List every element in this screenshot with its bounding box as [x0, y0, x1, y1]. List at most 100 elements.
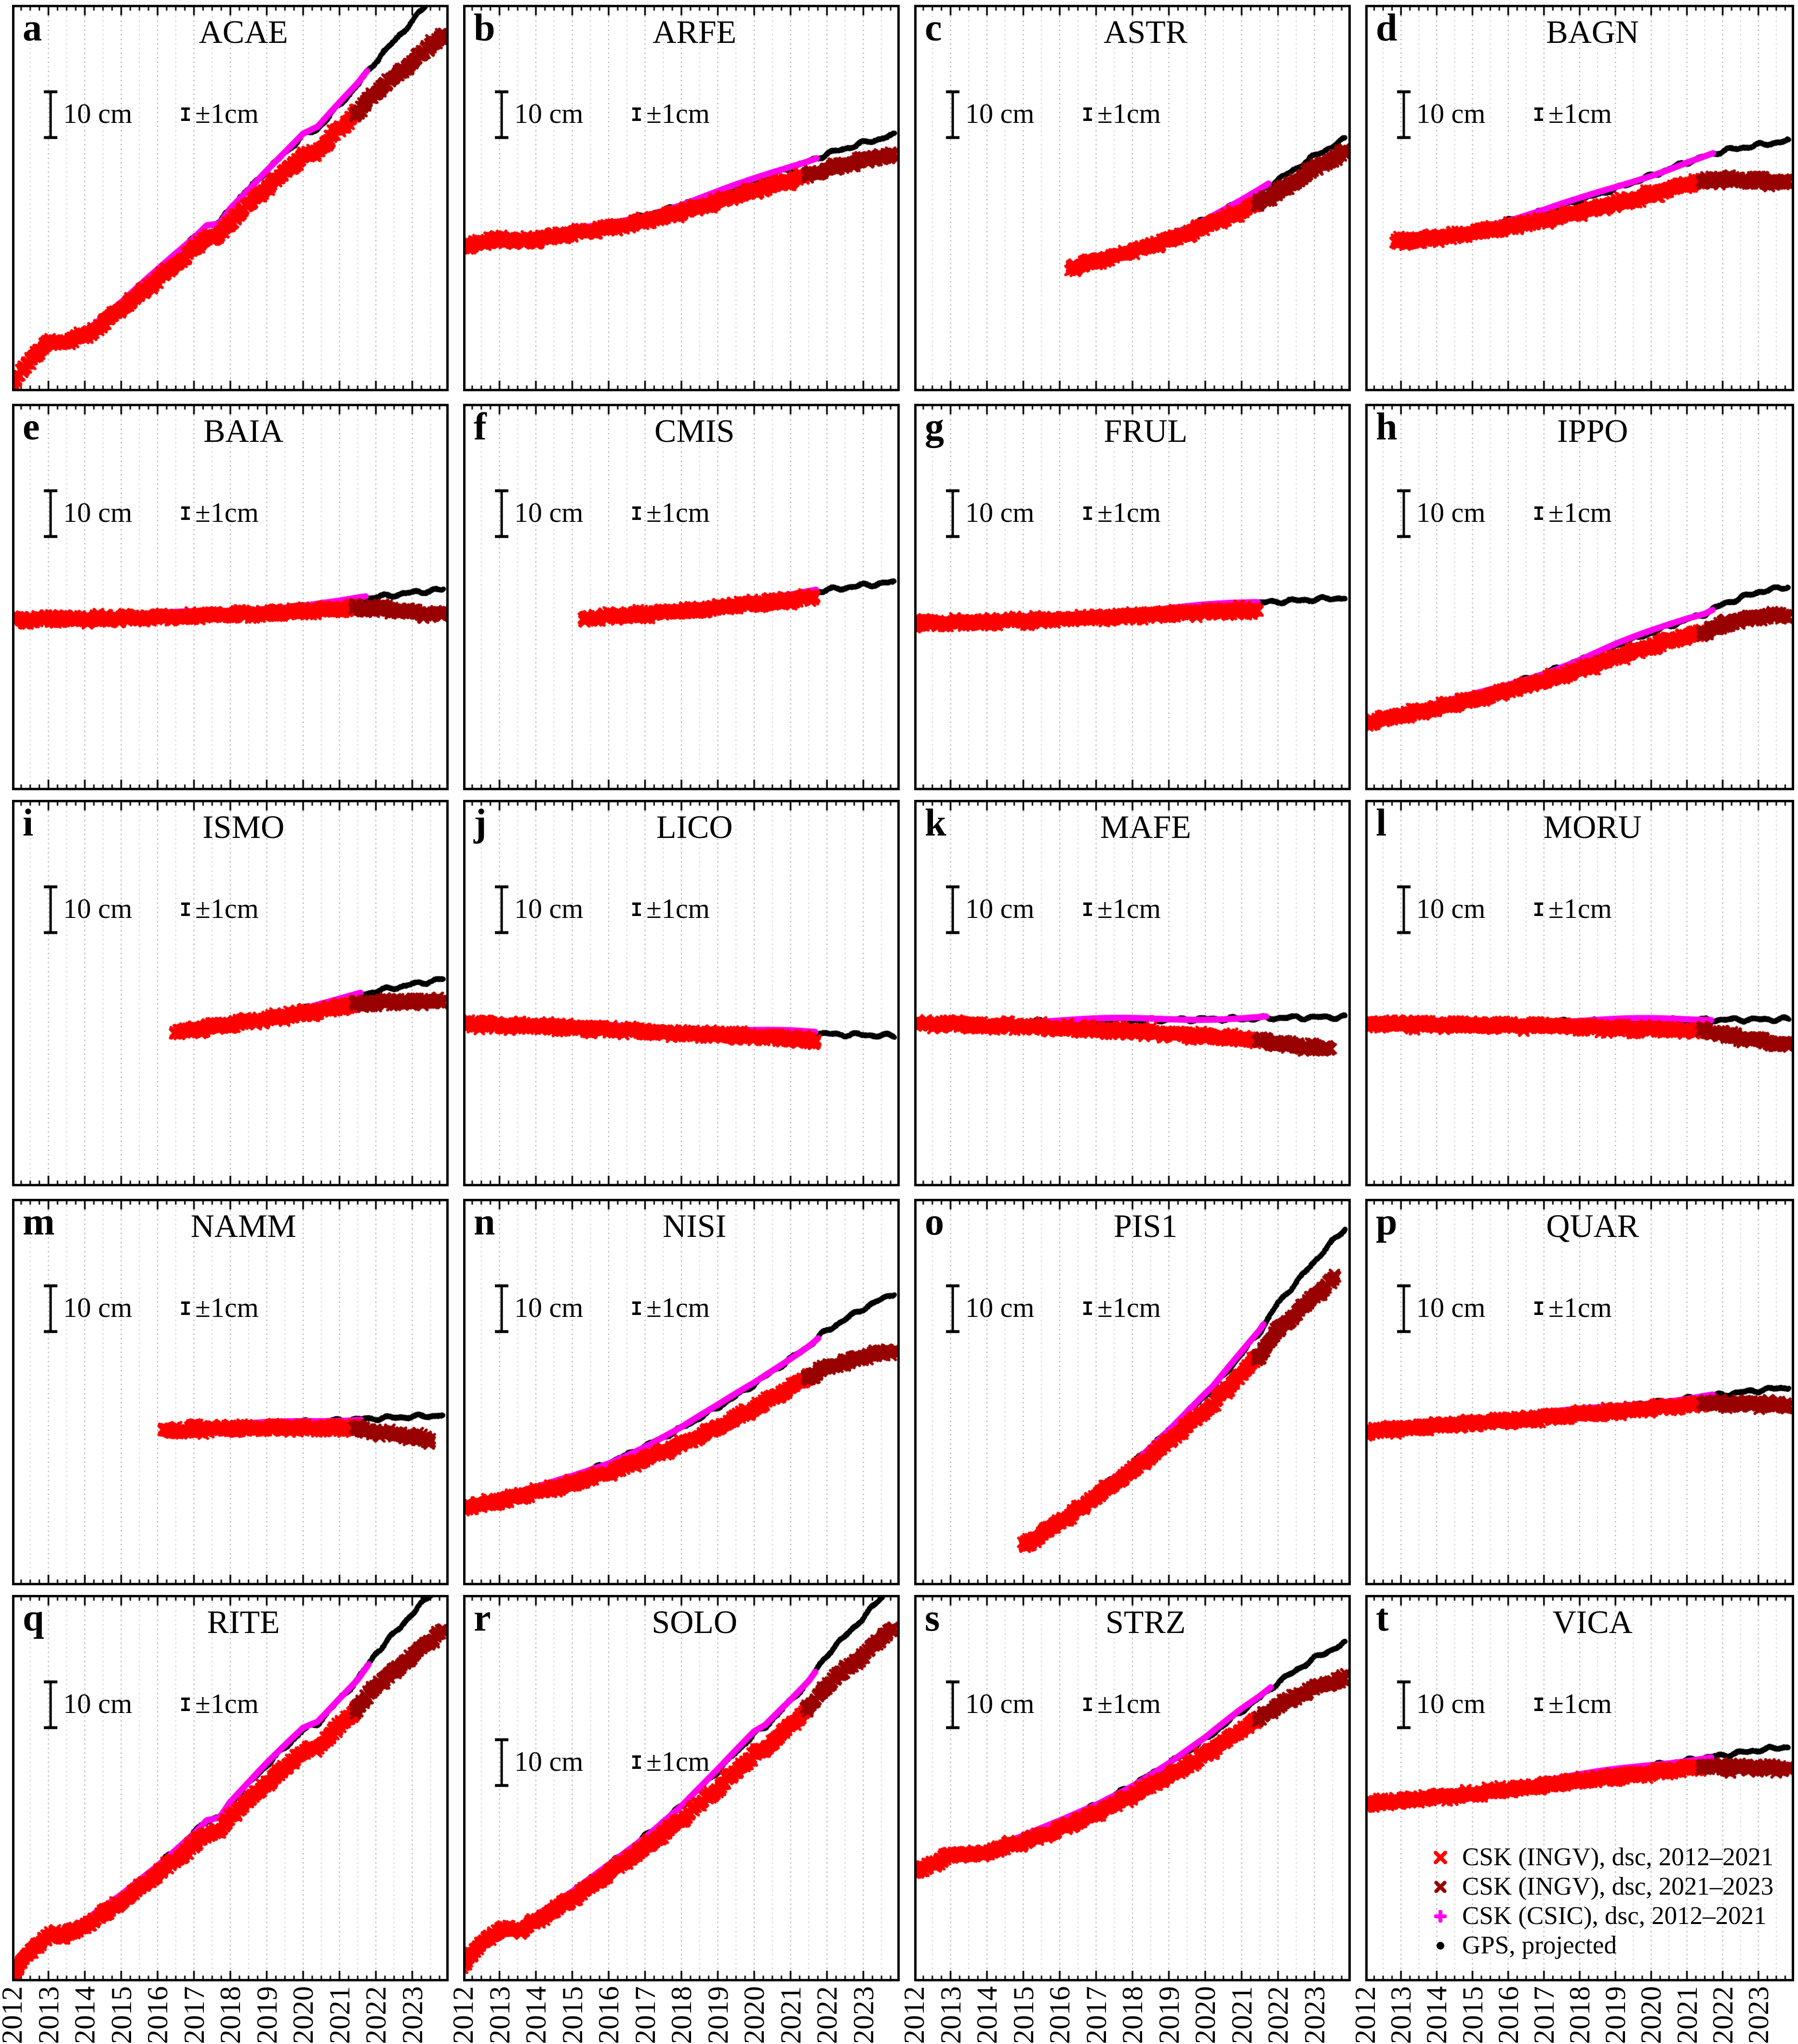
error-bar-label: ±1cm [646, 98, 710, 129]
panel-VICA: t VICA 10 cm ±1cm [1365, 1595, 1794, 1981]
panel-letter: r [474, 1597, 491, 1639]
panel-letter: a [23, 7, 42, 49]
axis-year-label: 2012 [447, 1986, 479, 2044]
axis-year-label: 2019 [702, 1986, 734, 2044]
axis-year-label: 2014 [971, 1986, 1003, 2044]
axis-year-label: 2023 [1298, 1986, 1331, 2044]
panel-BAIA: e BAIA 10 cm ±1cm [12, 404, 449, 790]
axis-year-label: 2022 [360, 1986, 392, 2044]
panel-RITE: q RITE 10 cm ±1cm [12, 1595, 449, 1981]
axis-year-label: 2018 [1564, 1986, 1596, 2044]
gps-marker-icon [1429, 1941, 1452, 1951]
scale-bar-icon [946, 1680, 959, 1729]
csk-csic-marker-icon [1429, 1910, 1452, 1923]
error-bar-label: ±1cm [646, 1746, 710, 1777]
panel-letter: p [1376, 1201, 1398, 1243]
error-bar-icon [632, 1301, 641, 1315]
scale-bar-label: 10 cm [514, 1746, 584, 1777]
error-bar-icon [632, 107, 641, 121]
panel-canvas [463, 5, 900, 391]
axis-year-label: 2021 [1225, 1986, 1258, 2044]
scale-bar-label: 10 cm [514, 98, 584, 129]
panel-station-title: ASTR [1104, 13, 1188, 50]
panel-station-title: MAFE [1100, 809, 1191, 845]
panel-station-title: ARFE [653, 13, 737, 50]
panel-NAMM: m NAMM 10 cm ±1cm [12, 1199, 449, 1585]
legend-label: CSK (INGV), dsc, 2021–2023 [1462, 1872, 1774, 1900]
error-bar-icon [1534, 903, 1543, 916]
axis-year-label: 2019 [1599, 1986, 1632, 2044]
panel-canvas [914, 800, 1351, 1186]
csk-ingv-2012-2021-marker-icon [1429, 1850, 1452, 1865]
panel-canvas [914, 1595, 1351, 1981]
scale-bar-icon [495, 1738, 508, 1787]
panel-ASTR: c ASTR 10 cm ±1cm [914, 5, 1351, 391]
panel-canvas [1365, 1199, 1794, 1585]
panel-canvas [1365, 800, 1794, 1186]
axis-year-label: 2017 [1528, 1986, 1560, 2044]
scale-bar-icon [44, 885, 57, 934]
axis-year-label: 2013 [934, 1986, 967, 2044]
error-bar-label: ±1cm [1548, 1688, 1612, 1719]
axis-year-label: 2021 [1671, 1986, 1703, 2044]
axis-year-label: 2021 [774, 1986, 807, 2044]
panel-canvas [463, 404, 900, 790]
panel-letter: e [23, 406, 40, 448]
scale-bar-icon [495, 489, 508, 538]
axis-year-label: 2016 [142, 1986, 173, 2044]
scale-bar-label: 10 cm [63, 1688, 133, 1719]
scale-bar-icon [44, 489, 57, 538]
error-bar-label: ±1cm [1548, 98, 1612, 129]
error-bar-label: ±1cm [195, 893, 259, 924]
panel-IPPO: h IPPO 10 cm ±1cm [1365, 404, 1794, 790]
error-bar-icon [181, 506, 190, 520]
panel-letter: k [925, 802, 946, 844]
axis-year-label: 2014 [69, 1986, 101, 2044]
panel-STRZ: s STRZ 10 cm ±1cm [914, 1595, 1351, 1981]
axis-year-label: 2017 [178, 1986, 210, 2044]
panel-SOLO: r SOLO 10 cm ±1cm [463, 1595, 900, 1981]
axis-year-label: 2016 [593, 1986, 625, 2044]
panel-station-title: LICO [656, 809, 733, 845]
panel-station-title: RITE [207, 1604, 280, 1640]
legend-label: GPS, projected [1462, 1931, 1617, 1959]
panel-station-title: NAMM [190, 1208, 296, 1244]
error-bar-label: ±1cm [646, 1292, 710, 1323]
error-bar-icon [1083, 506, 1092, 520]
error-bar-icon [1534, 1698, 1543, 1711]
panel-canvas [914, 1199, 1351, 1585]
axis-year-label: 2013 [32, 1986, 65, 2044]
scale-bar-label: 10 cm [1416, 98, 1486, 129]
panel-QUAR: p QUAR 10 cm ±1cm [1365, 1199, 1794, 1585]
axis-year-label: 2012 [1349, 1986, 1381, 2044]
scale-bar-label: 10 cm [965, 497, 1035, 528]
panel-CMIS: f CMIS 10 cm ±1cm [463, 404, 900, 790]
axis-year-label: 2020 [1189, 1986, 1221, 2044]
panel-station-title: NISI [663, 1208, 727, 1244]
panel-letter: h [1376, 406, 1398, 448]
error-bar-label: ±1cm [195, 1292, 259, 1323]
scale-bar-icon [946, 885, 959, 934]
panel-letter: c [925, 7, 942, 49]
scale-bar-icon [946, 489, 959, 538]
axis-year-label: 2020 [1635, 1986, 1667, 2044]
panel-letter: d [1376, 7, 1398, 49]
axis-year-label: 2023 [1742, 1986, 1774, 2044]
error-bar-label: ±1cm [1097, 893, 1161, 924]
legend-item: CSK (INGV), dsc, 2021–2023 [1429, 1872, 1773, 1901]
error-bar-icon [632, 506, 641, 520]
axis-year-label: 2017 [1080, 1986, 1112, 2044]
legend-label: CSK (CSIC), dsc, 2012–2021 [1462, 1902, 1767, 1930]
panel-station-title: STRZ [1105, 1604, 1186, 1640]
axis-year-label: 2020 [738, 1986, 770, 2044]
scale-bar-label: 10 cm [965, 1292, 1035, 1323]
scale-bar-icon [44, 1680, 57, 1729]
axis-year-label: 2014 [520, 1986, 552, 2044]
panel-canvas [12, 404, 449, 790]
error-bar-icon [1534, 506, 1543, 520]
error-bar-label: ±1cm [646, 497, 710, 528]
error-bar-icon [1083, 1698, 1092, 1711]
panel-station-title: PIS1 [1114, 1208, 1178, 1244]
scale-bar-icon [44, 1284, 57, 1333]
panel-canvas [1365, 5, 1794, 391]
